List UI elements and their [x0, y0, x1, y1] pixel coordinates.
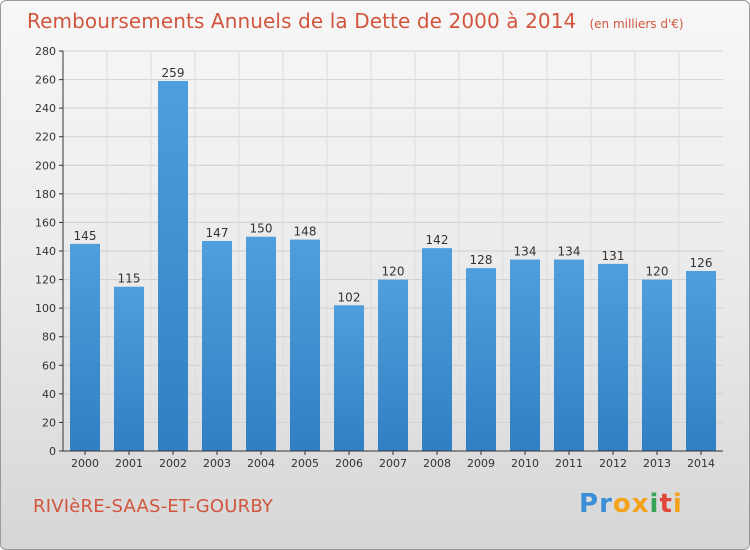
bar-value-label: 259: [162, 66, 185, 80]
chart-subtitle: (en milliers d'€): [589, 17, 684, 31]
bar-value-label: 126: [690, 256, 713, 270]
y-tick-label: 60: [42, 359, 56, 372]
bar-value-label: 147: [206, 226, 229, 240]
x-tick-label: 2006: [335, 457, 363, 470]
logo-letter: x: [631, 489, 650, 519]
y-tick-label: 120: [35, 274, 56, 287]
y-tick-label: 0: [49, 445, 56, 458]
chart-title: Remboursements Annuels de la Dette de 20…: [27, 9, 577, 33]
x-tick-label: 2014: [687, 457, 715, 470]
bar-value-label: 148: [294, 225, 317, 239]
proxiti-logo: Proxiti: [579, 489, 683, 519]
bar: [686, 271, 716, 451]
bar-value-label: 150: [250, 222, 273, 236]
bar-value-label: 145: [74, 229, 97, 243]
bar-value-label: 134: [514, 245, 537, 259]
x-tick-label: 2003: [203, 457, 231, 470]
y-tick-label: 20: [42, 416, 56, 429]
bar: [422, 248, 452, 451]
bar: [598, 263, 628, 451]
bar: [158, 81, 188, 451]
logo-letter: i: [672, 489, 683, 519]
bar-value-label: 102: [338, 290, 361, 304]
x-tick-label: 2011: [555, 457, 583, 470]
y-tick-label: 220: [35, 131, 56, 144]
bar-value-label: 128: [470, 253, 493, 267]
logo-letter: P: [579, 489, 600, 519]
bar: [70, 243, 100, 451]
bar: [290, 239, 320, 451]
bar: [334, 305, 364, 451]
bar: [466, 268, 496, 451]
x-tick-label: 2012: [599, 457, 627, 470]
bar: [378, 279, 408, 451]
bar-value-label: 120: [646, 265, 669, 279]
logo-letter: r: [599, 489, 613, 519]
bar: [114, 286, 144, 451]
x-tick-label: 2009: [467, 457, 495, 470]
x-tick-label: 2005: [291, 457, 319, 470]
x-tick-label: 2010: [511, 457, 539, 470]
x-tick-label: 2002: [159, 457, 187, 470]
labels: 0 20 40 60 80 100 120 140 160 180 200 220 240 260 280 1…: [35, 45, 715, 470]
bar-value-label: 115: [118, 272, 141, 286]
x-tick-label: 2008: [423, 457, 451, 470]
y-tick-label: 200: [35, 159, 56, 172]
logo-letter: t: [659, 489, 673, 519]
y-tick-label: 140: [35, 245, 56, 258]
bar: [246, 236, 276, 451]
bars: [70, 81, 716, 451]
x-tick-label: 2013: [643, 457, 671, 470]
y-tick-label: 280: [35, 45, 56, 58]
bar-value-label: 120: [382, 265, 405, 279]
y-tick-label: 260: [35, 74, 56, 87]
axes: [59, 50, 723, 455]
title-row: Remboursements Annuels de la Dette de 20…: [27, 9, 684, 33]
bar: [642, 279, 672, 451]
bar: [510, 259, 540, 451]
y-tick-label: 100: [35, 302, 56, 315]
logo-letter: o: [612, 489, 632, 519]
y-tick-label: 160: [35, 216, 56, 229]
bar: [202, 241, 232, 451]
x-tick-label: 2007: [379, 457, 407, 470]
commune-name: RIVIèRE-SAAS-ET-GOURBY: [33, 496, 274, 517]
x-tick-label: 2001: [115, 457, 143, 470]
y-tick-label: 180: [35, 188, 56, 201]
bar: [554, 259, 584, 451]
y-tick-label: 80: [42, 331, 56, 344]
x-tick-label: 2000: [71, 457, 99, 470]
bar-value-label: 131: [602, 249, 625, 263]
bar-value-label: 142: [426, 233, 449, 247]
logo-letter: i: [649, 489, 660, 519]
x-tick-label: 2004: [247, 457, 275, 470]
y-tick-label: 40: [42, 388, 56, 401]
y-tick-label: 240: [35, 102, 56, 115]
bar-value-label: 134: [558, 245, 581, 259]
